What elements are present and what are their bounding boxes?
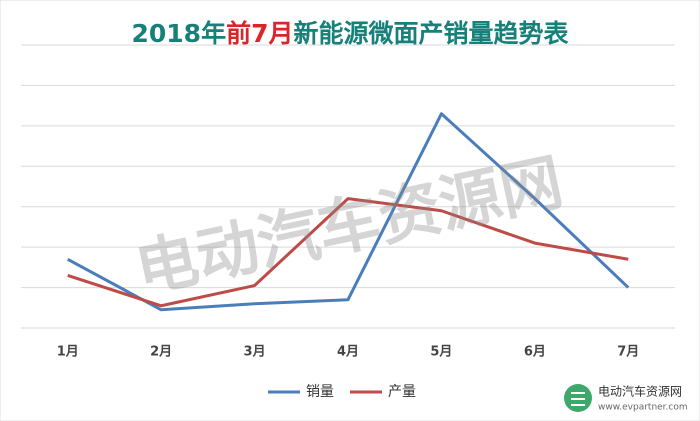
logo-glyph	[571, 392, 585, 394]
series-line	[67, 197, 629, 308]
logo-url: www.evpartner.com	[598, 403, 688, 413]
logo-glyph	[571, 404, 585, 406]
x-tick-label: 5月	[430, 345, 452, 360]
plot: 1月 2月 3月 4月 5月 6月 7月	[57, 112, 639, 360]
grid	[21, 44, 675, 329]
logo-glyph	[571, 398, 585, 400]
x-tick-label: 2月	[150, 345, 172, 360]
x-tick-label: 6月	[524, 345, 546, 360]
x-tick-label: 7月	[617, 345, 639, 360]
x-tick-label: 3月	[244, 345, 266, 360]
legend-label: 产量	[388, 384, 416, 400]
title-part: 新能源微面产销量趋势表	[293, 19, 569, 48]
legend-label: 销量	[306, 384, 334, 400]
title-part: 2018年	[131, 19, 226, 48]
x-tick-label: 1月	[57, 345, 79, 360]
legend: 销量 产量	[268, 384, 416, 400]
title-part: 前7月	[226, 19, 293, 48]
chart-title: 2018年前7月新能源微面产销量趋势表	[131, 19, 569, 48]
series-line	[67, 112, 630, 312]
x-tick-label: 4月	[337, 345, 359, 360]
logo-name: 电动汽车资源网	[598, 384, 682, 399]
